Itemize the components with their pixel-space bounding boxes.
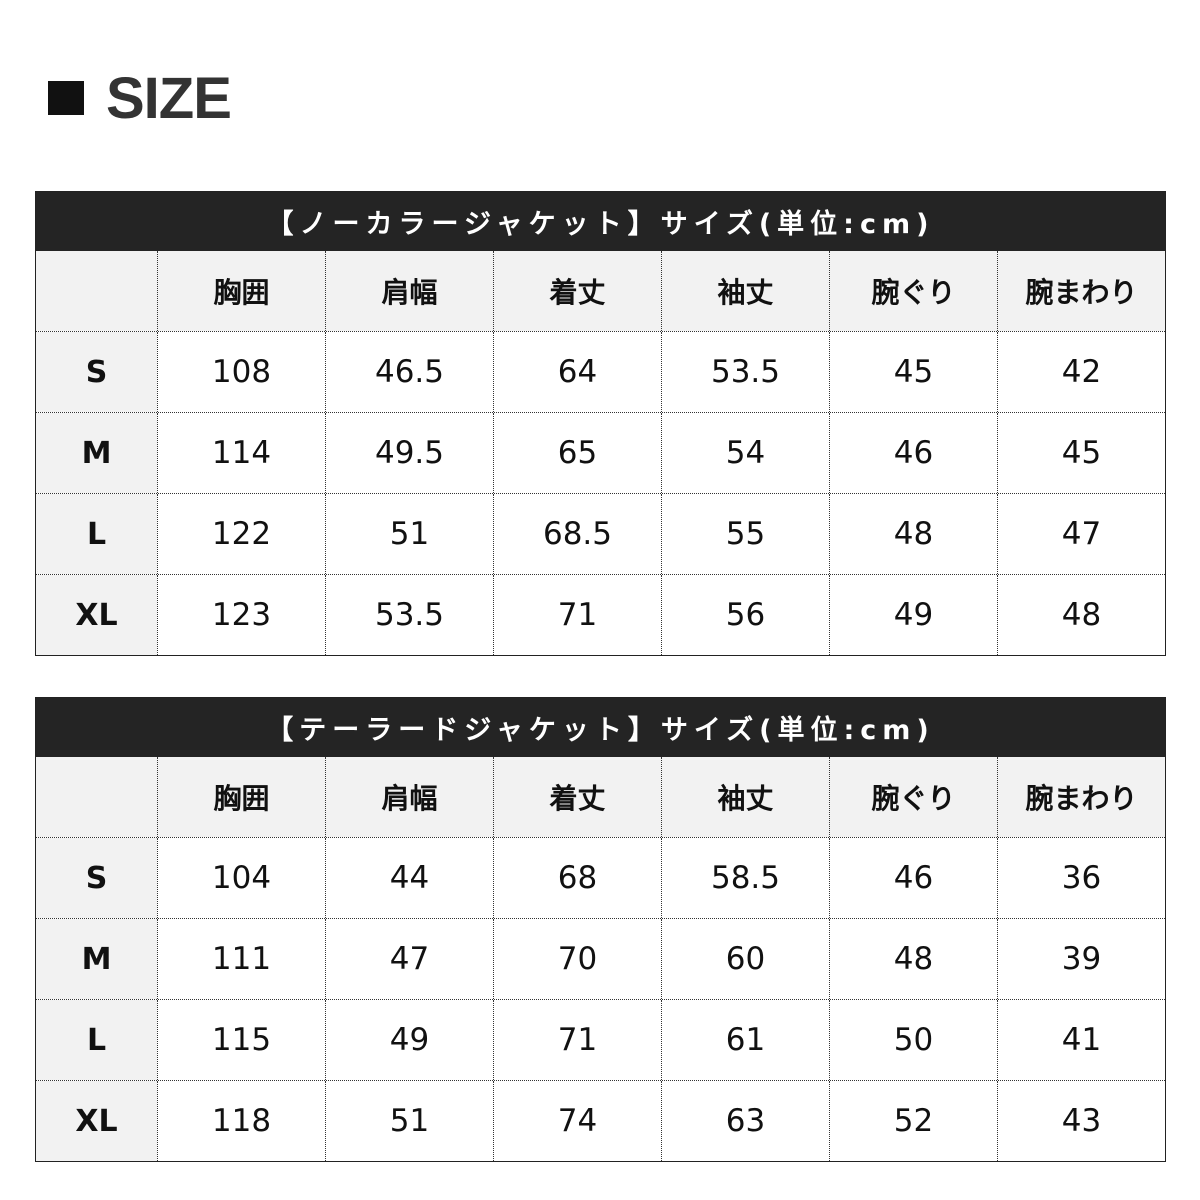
table-row: S 104 44 68 58.5 46 36 (36, 837, 1165, 918)
table-cell: 56 (661, 575, 829, 655)
table-cell: 64 (493, 332, 661, 412)
table-cell: 53.5 (325, 575, 493, 655)
table-cell: 70 (493, 919, 661, 999)
table-cell: 51 (325, 1081, 493, 1161)
table-cell: 41 (997, 1000, 1165, 1080)
column-header: 肩幅 (325, 757, 493, 837)
table-cell: 63 (661, 1081, 829, 1161)
table-cell: 48 (829, 919, 997, 999)
page-title: SIZE (48, 65, 232, 131)
table-row: XL 123 53.5 71 56 49 48 (36, 574, 1165, 655)
table-cell: 45 (997, 413, 1165, 493)
column-header: 袖丈 (661, 251, 829, 331)
table-row: M 111 47 70 60 48 39 (36, 918, 1165, 999)
table-cell: 53.5 (661, 332, 829, 412)
table-row: M 114 49.5 65 54 46 45 (36, 412, 1165, 493)
table-cell: 65 (493, 413, 661, 493)
column-header: 腕ぐり (829, 757, 997, 837)
table-cell: 122 (157, 494, 325, 574)
table-row: XL 118 51 74 63 52 43 (36, 1080, 1165, 1161)
table-cell: 46 (829, 838, 997, 918)
table-cell: 104 (157, 838, 325, 918)
table-cell: 43 (997, 1081, 1165, 1161)
table-cell: 50 (829, 1000, 997, 1080)
column-header: 腕まわり (997, 251, 1165, 331)
table-cell: 44 (325, 838, 493, 918)
table-cell: 118 (157, 1081, 325, 1161)
column-header (36, 757, 157, 837)
table-cell: 74 (493, 1081, 661, 1161)
column-header: 着丈 (493, 251, 661, 331)
table-cell: 45 (829, 332, 997, 412)
table-cell: 51 (325, 494, 493, 574)
table-cell: 68.5 (493, 494, 661, 574)
table-cell: 49 (829, 575, 997, 655)
table-cell: 54 (661, 413, 829, 493)
column-header (36, 251, 157, 331)
table-cell: 46 (829, 413, 997, 493)
table-cell: 111 (157, 919, 325, 999)
column-header: 胸囲 (157, 251, 325, 331)
size-table: 【テーラードジャケット】サイズ(単位:cm) 胸囲 肩幅 着丈 袖丈 腕ぐり 腕まわり S 10… (35, 697, 1166, 1162)
size-label: XL (36, 575, 157, 655)
table-cell: 71 (493, 1000, 661, 1080)
column-header: 胸囲 (157, 757, 325, 837)
table-cell: 123 (157, 575, 325, 655)
size-table: 【ノーカラージャケット】サイズ(単位:cm) 胸囲 肩幅 着丈 袖丈 腕ぐり 腕まわり S 10… (35, 191, 1166, 656)
column-header: 腕ぐり (829, 251, 997, 331)
size-label: S (36, 838, 157, 918)
size-label: S (36, 332, 157, 412)
table-cell: 48 (997, 575, 1165, 655)
table-cell: 58.5 (661, 838, 829, 918)
table-cell: 68 (493, 838, 661, 918)
header-row: 胸囲 肩幅 着丈 袖丈 腕ぐり 腕まわり (36, 757, 1165, 837)
table-cell: 49 (325, 1000, 493, 1080)
table-cell: 60 (661, 919, 829, 999)
table-cell: 47 (325, 919, 493, 999)
table-cell: 48 (829, 494, 997, 574)
header-row: 胸囲 肩幅 着丈 袖丈 腕ぐり 腕まわり (36, 251, 1165, 331)
size-label: M (36, 919, 157, 999)
table-cell: 49.5 (325, 413, 493, 493)
table-row: L 122 51 68.5 55 48 47 (36, 493, 1165, 574)
table-cell: 46.5 (325, 332, 493, 412)
table-cell: 39 (997, 919, 1165, 999)
size-label: L (36, 494, 157, 574)
column-header: 肩幅 (325, 251, 493, 331)
table-cell: 114 (157, 413, 325, 493)
table-cell: 47 (997, 494, 1165, 574)
square-bullet-icon (48, 81, 84, 115)
table-cell: 52 (829, 1081, 997, 1161)
table-cell: 36 (997, 838, 1165, 918)
table-cell: 71 (493, 575, 661, 655)
size-label: L (36, 1000, 157, 1080)
table-row: L 115 49 71 61 50 41 (36, 999, 1165, 1080)
column-header: 袖丈 (661, 757, 829, 837)
table-cell: 55 (661, 494, 829, 574)
table-row: S 108 46.5 64 53.5 45 42 (36, 331, 1165, 412)
size-label: M (36, 413, 157, 493)
table-caption: 【テーラードジャケット】サイズ(単位:cm) (36, 698, 1165, 757)
table-cell: 61 (661, 1000, 829, 1080)
column-header: 腕まわり (997, 757, 1165, 837)
size-label: XL (36, 1081, 157, 1161)
table-cell: 42 (997, 332, 1165, 412)
title-text: SIZE (106, 65, 232, 131)
table-cell: 108 (157, 332, 325, 412)
table-cell: 115 (157, 1000, 325, 1080)
table-caption: 【ノーカラージャケット】サイズ(単位:cm) (36, 192, 1165, 251)
column-header: 着丈 (493, 757, 661, 837)
